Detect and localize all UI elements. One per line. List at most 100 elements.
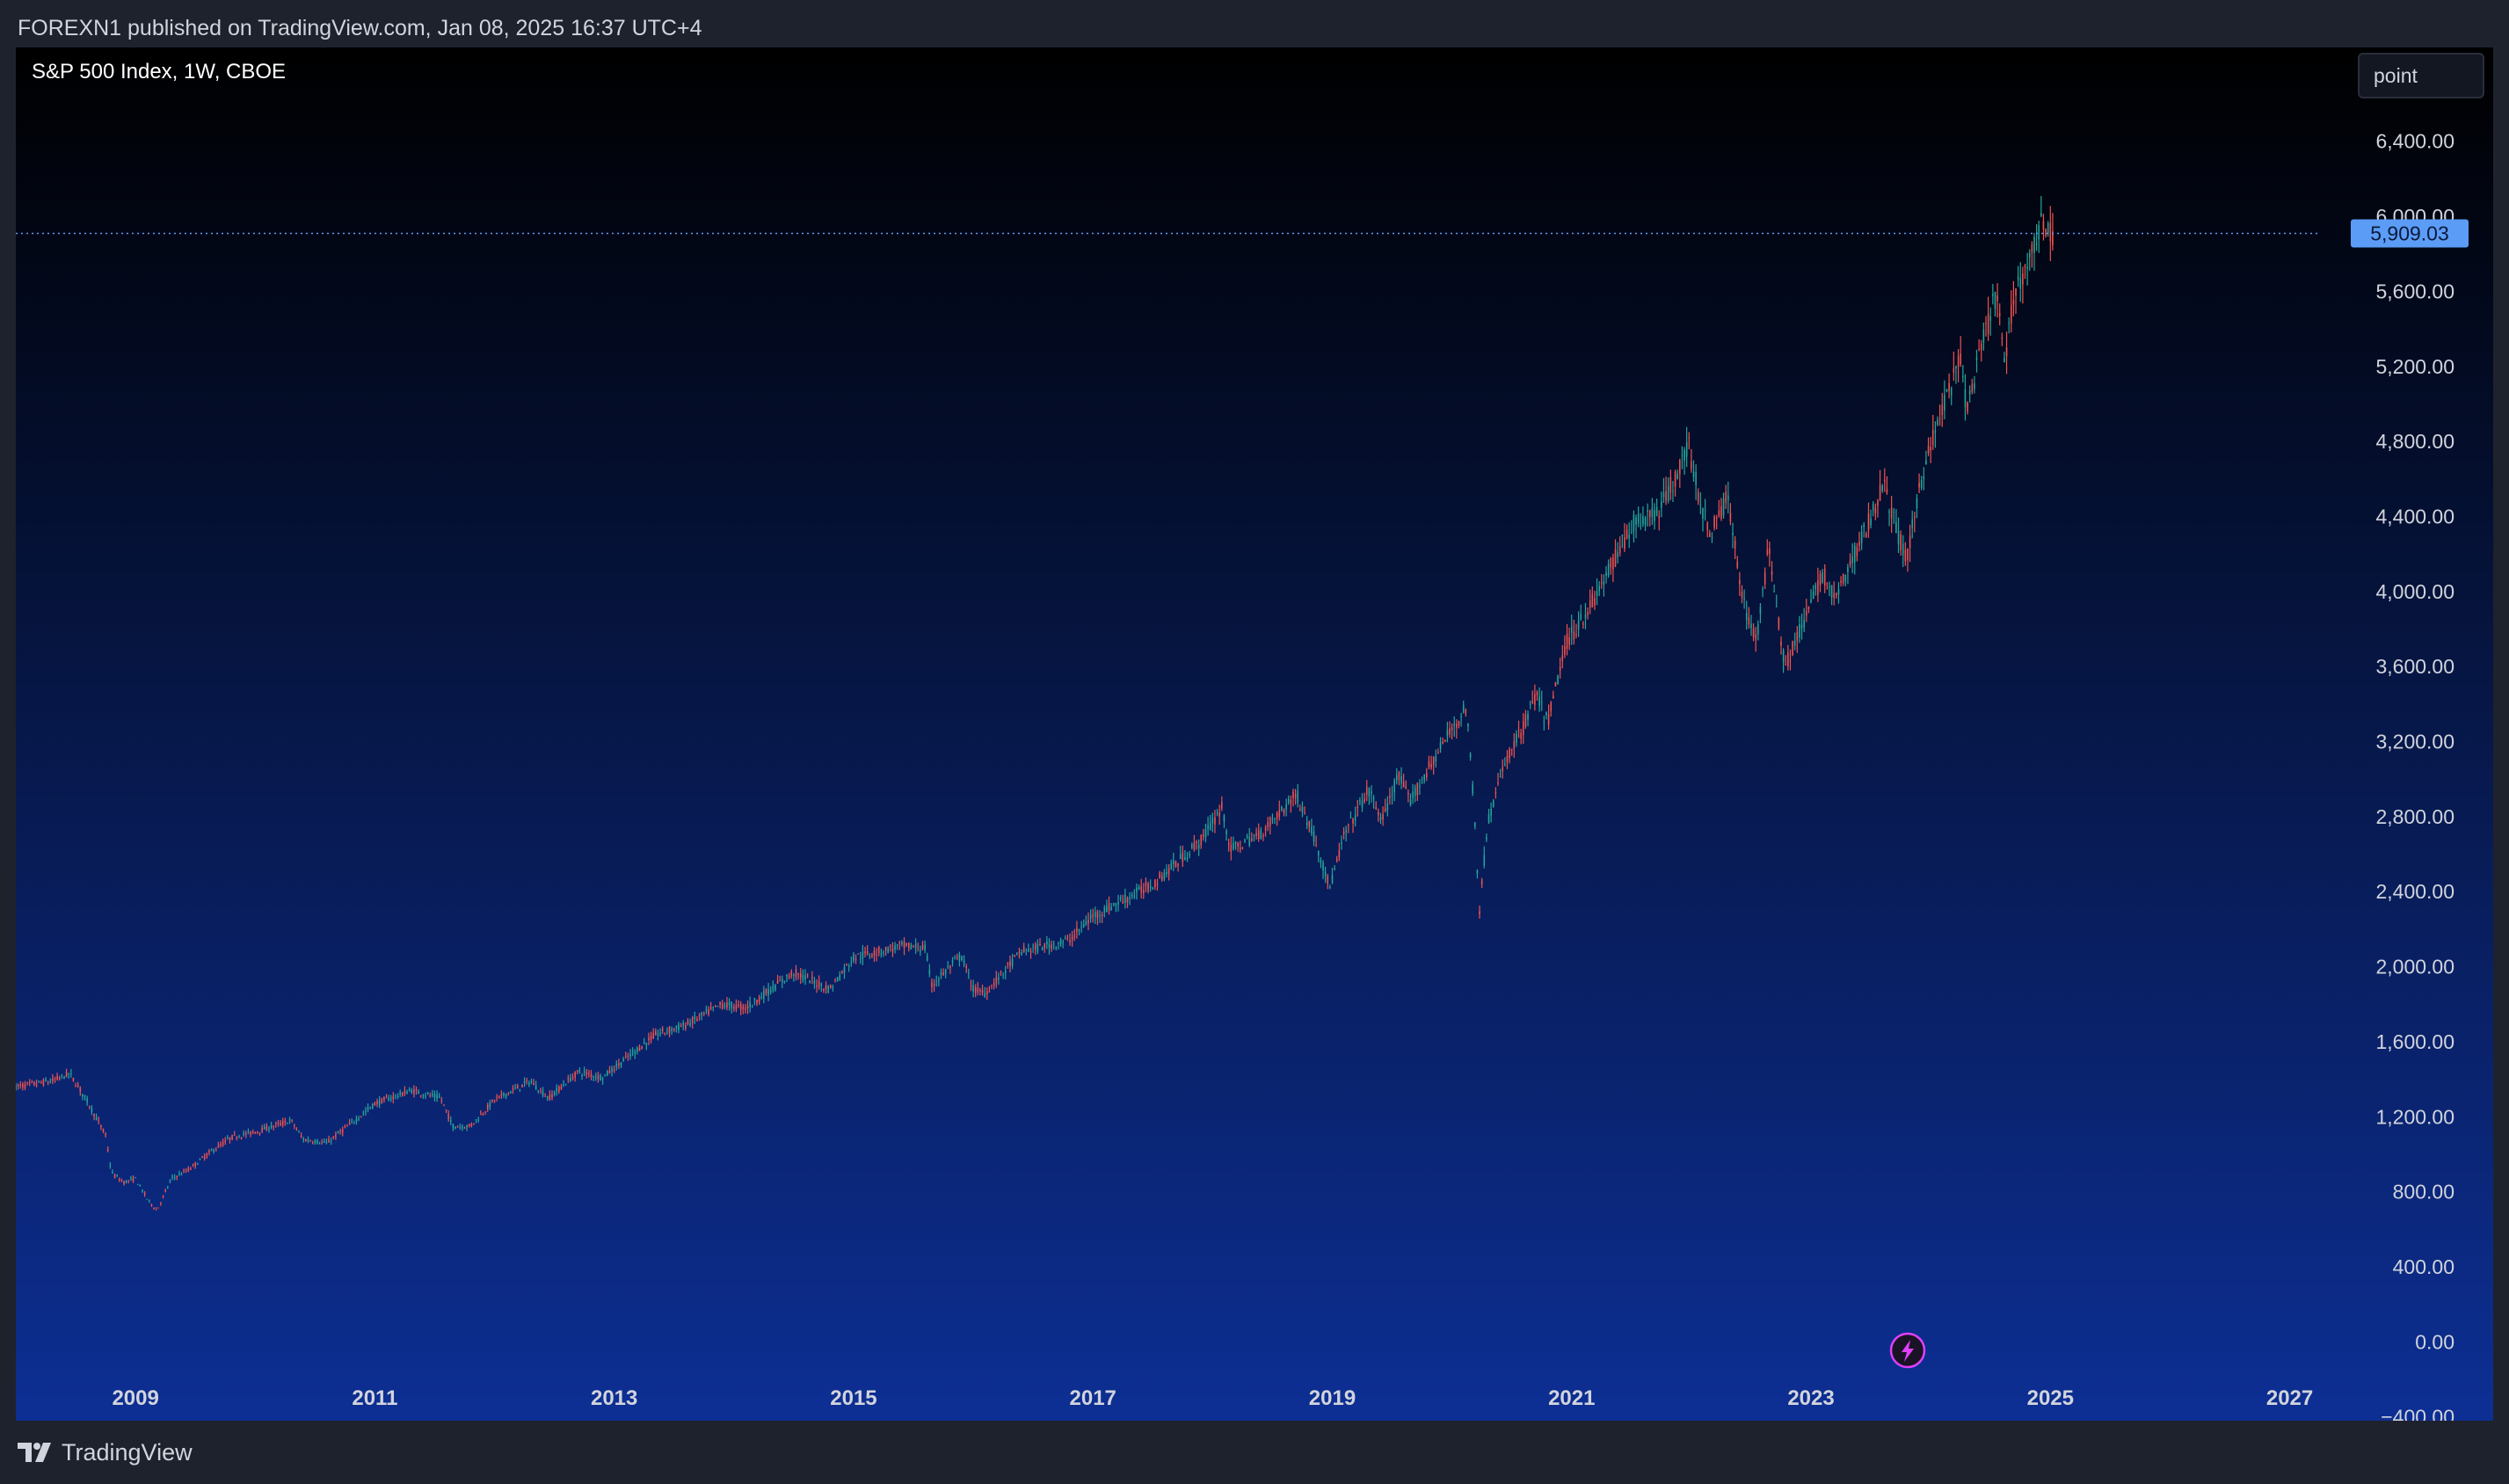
candle [708, 1006, 709, 1017]
candle [751, 1004, 753, 1008]
candle-body [546, 1095, 549, 1099]
candle [1356, 800, 1359, 817]
candle [1437, 748, 1439, 754]
candle-body [146, 1198, 149, 1200]
candle [1233, 836, 1234, 851]
candle [316, 1138, 318, 1145]
candle [1931, 414, 1934, 451]
candle-body [1807, 606, 1810, 610]
candle-body [265, 1125, 268, 1130]
candle-body [203, 1155, 206, 1160]
candle-body [192, 1164, 194, 1166]
candle-body [1186, 857, 1189, 859]
candle-body [659, 1032, 661, 1035]
candle [1211, 812, 1214, 833]
candle-body [806, 975, 809, 977]
candle [1766, 539, 1769, 556]
candle [93, 1113, 95, 1121]
candle-body [1709, 533, 1711, 537]
candle-body [1311, 826, 1313, 834]
candle [358, 1116, 360, 1122]
candle-body [250, 1131, 251, 1135]
candle-body [811, 977, 813, 978]
candle [1897, 517, 1900, 554]
candle [2011, 290, 2012, 333]
candle [526, 1077, 527, 1085]
candle [1101, 911, 1103, 923]
candle-body [1414, 787, 1416, 797]
candle-body [1304, 812, 1305, 814]
chart-panel[interactable]: −400.00 0.00 400.00 800.00 1,200.00 1,600.00 2… [16, 47, 2493, 1421]
candle [130, 1175, 132, 1182]
candle [611, 1066, 613, 1077]
candle-body [406, 1092, 408, 1095]
time-axis[interactable]: 2009 2011 2013 2015 2017 2019 2021 2023 2025 2027 [112, 1386, 2313, 1410]
candle [139, 1184, 142, 1187]
candle [1782, 648, 1785, 673]
candle-body [284, 1120, 287, 1123]
candle [802, 969, 804, 984]
candle-body [786, 974, 788, 977]
candle-body [1483, 855, 1486, 866]
candle [896, 943, 898, 950]
candle-body [1356, 806, 1359, 809]
candle-body [1218, 812, 1220, 817]
candle [199, 1158, 201, 1160]
candle [910, 942, 913, 950]
candle [411, 1088, 413, 1095]
candle [22, 1081, 24, 1091]
candle [585, 1068, 588, 1079]
candle [162, 1195, 164, 1199]
candle [1543, 715, 1545, 731]
candle [1241, 847, 1244, 850]
price-axis[interactable]: −400.000.00400.00800.001,200.001,600.002… [2375, 130, 2454, 1421]
scale-mode-button[interactable]: point [2358, 53, 2484, 98]
candle-body [1780, 641, 1782, 646]
candle [1421, 776, 1423, 784]
candle [1640, 513, 1642, 530]
candle-body [1092, 913, 1095, 917]
price-chart[interactable]: −400.000.00400.00800.001,200.001,600.002… [16, 47, 2493, 1421]
candle [944, 968, 947, 978]
candle [1676, 469, 1678, 480]
candle [1299, 804, 1301, 812]
candle [1278, 800, 1281, 821]
candle-body [413, 1089, 415, 1095]
candle-body [190, 1168, 192, 1170]
candle [1517, 720, 1520, 738]
candle-body [1800, 624, 1803, 629]
candle [49, 1078, 52, 1084]
candle-body [1046, 941, 1048, 945]
candle [1989, 307, 1992, 336]
candle [898, 941, 901, 950]
candle-body [1787, 652, 1789, 666]
candle-body [788, 976, 790, 978]
candle-body [1085, 920, 1087, 926]
candle-body [1179, 854, 1182, 859]
candle-body [687, 1020, 689, 1025]
candle-body [500, 1093, 503, 1095]
candle [1996, 283, 1998, 318]
candle [926, 952, 928, 962]
candle-body [489, 1102, 491, 1108]
candle [570, 1073, 571, 1082]
candle-body [1877, 500, 1879, 506]
candle-body [1136, 887, 1138, 892]
candle-body [1398, 772, 1400, 780]
candle [1218, 804, 1220, 826]
candle [1283, 808, 1285, 817]
candle [604, 1073, 606, 1077]
candle-body [526, 1080, 527, 1082]
candle-body [491, 1100, 493, 1102]
candle-body [739, 1004, 742, 1010]
y-tick-label: 1,200.00 [2375, 1105, 2454, 1128]
candle-body [462, 1126, 463, 1129]
live-badge[interactable] [1889, 1332, 1926, 1369]
candle-body [70, 1073, 72, 1074]
candle [309, 1139, 311, 1142]
candle [1119, 894, 1122, 902]
candle [1884, 468, 1886, 492]
candle [864, 946, 866, 957]
candle [519, 1088, 521, 1092]
candle [1941, 392, 1944, 427]
